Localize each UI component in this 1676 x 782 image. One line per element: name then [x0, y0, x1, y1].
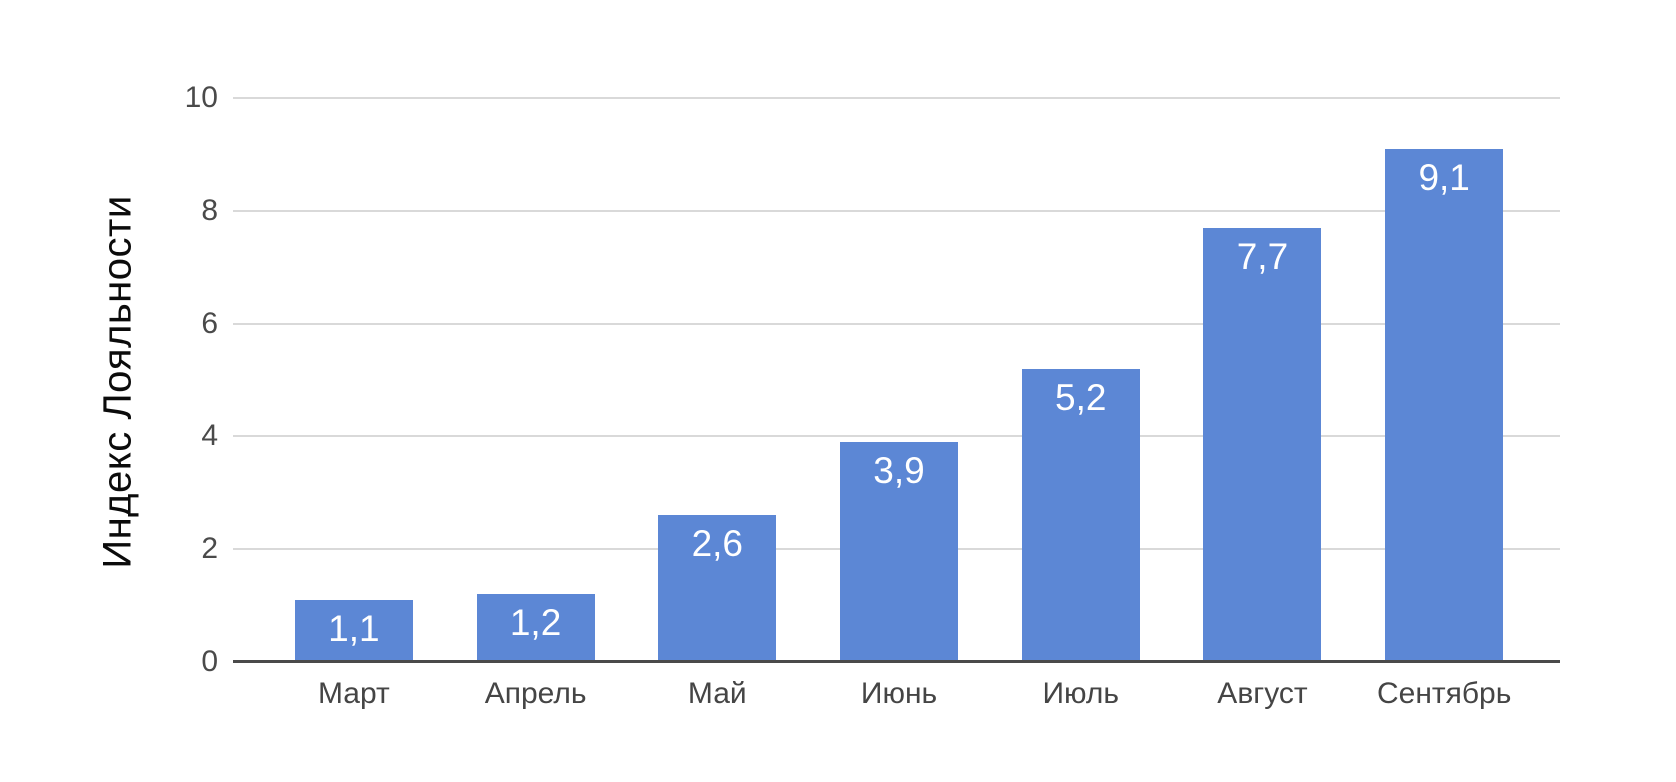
x-axis-label: Июль	[1042, 677, 1120, 710]
plot-area: 0 2 4 6 8 10 1,1 Март 1,2 Апрель 2,6 Май 3,9 Июнь 5,2…	[185, 83, 1560, 709]
bar-апрель: 1,2	[476, 594, 595, 662]
bar-column: 3,9 Июнь	[808, 98, 990, 709]
y-axis-title: Индекс Лояльности	[95, 195, 140, 569]
bar-value-label: 2,6	[691, 523, 744, 565]
x-axis-label: Июнь	[860, 677, 938, 710]
gridline	[233, 209, 1560, 212]
bar-column: 5,2 Июль	[990, 98, 1172, 709]
y-axis-tick-label: 8	[201, 193, 218, 227]
x-axis-label: Май	[687, 677, 747, 710]
y-axis-tick-label: 4	[201, 419, 218, 453]
bar-value-label: 1,1	[328, 607, 380, 649]
x-axis-label: Март	[317, 677, 390, 710]
x-axis-label: Апрель	[484, 677, 587, 710]
bar-март: 1,1	[294, 599, 413, 662]
bar-май: 2,6	[658, 515, 777, 662]
bar-column: 1,2 Апрель	[445, 98, 627, 709]
x-axis-line	[233, 660, 1560, 663]
x-axis-label: Сентябрь	[1376, 677, 1512, 710]
gridline	[233, 97, 1560, 99]
bar-column: 1,1 Март	[263, 98, 445, 709]
bar-июль: 5,2	[1021, 368, 1140, 662]
bar-июнь: 3,9	[840, 442, 959, 662]
bar-value-label: 5,2	[1055, 376, 1107, 418]
y-axis-tick-label: 2	[201, 532, 218, 566]
bar-value-label: 3,9	[873, 450, 925, 492]
x-axis-label: Август	[1217, 677, 1308, 710]
bars-row: 1,1 Март 1,2 Апрель 2,6 Май 3,9 Июнь 5,2 Июль 7,7 А…	[263, 98, 1535, 709]
gridline	[233, 435, 1560, 438]
y-axis-tick-label: 6	[201, 306, 218, 340]
bar-value-label: 9,1	[1418, 156, 1470, 198]
bar-value-label: 7,7	[1236, 235, 1289, 277]
bar-сентябрь: 9,1	[1385, 148, 1504, 662]
gridline	[233, 322, 1560, 325]
bar-column: 7,7 Август	[1172, 98, 1354, 709]
y-axis-tick-label: 0	[201, 645, 218, 678]
bar-column: 9,1 Сентябрь	[1353, 98, 1535, 709]
bar-column: 2,6 Май	[626, 98, 808, 709]
y-axis-tick-label: 10	[184, 81, 218, 114]
bar-value-label: 1,2	[509, 602, 562, 644]
bar-август: 7,7	[1203, 227, 1322, 662]
